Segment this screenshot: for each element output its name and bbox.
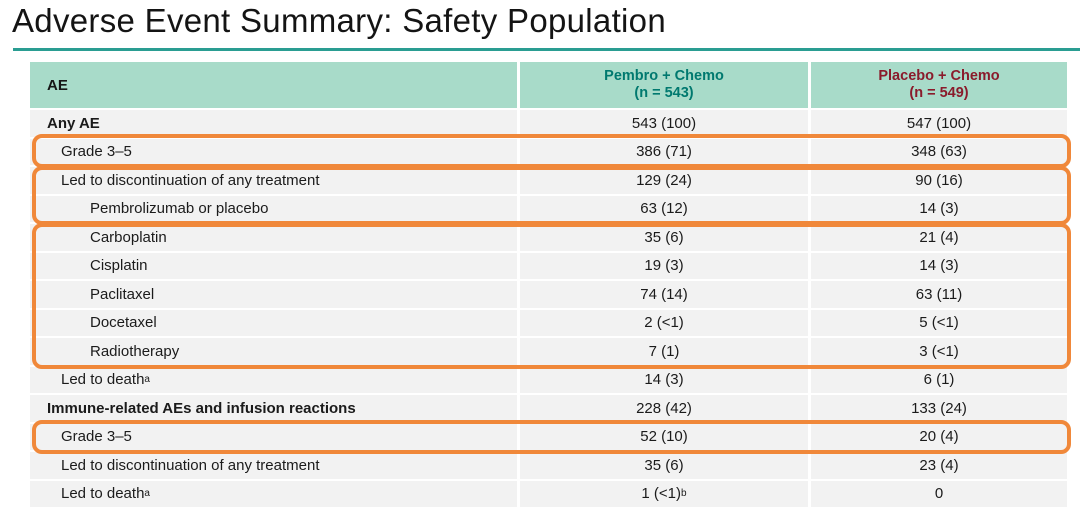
placebo-value: 0: [811, 480, 1067, 507]
table-row: Immune-related AEs and infusion reaction…: [30, 395, 1067, 422]
pembro-value: 35 (6): [520, 224, 808, 251]
pembro-value: 74 (14): [520, 281, 808, 308]
pembro-value: 14 (3): [520, 366, 808, 393]
pembro-value: 63 (12): [520, 195, 808, 222]
table-row: Pembrolizumab or placebo 63 (12) 14 (3): [30, 195, 1067, 222]
table-row: Paclitaxel 74 (14) 63 (11): [30, 281, 1067, 308]
table-row: Radiotherapy 7 (1) 3 (<1): [30, 338, 1067, 365]
adverse-event-table: AE Pembro + Chemo (n = 543) Placebo + Ch…: [30, 62, 1067, 507]
placebo-value: 5 (<1): [811, 309, 1067, 336]
ae-label: Grade 3–5: [30, 138, 517, 165]
ae-label: Cisplatin: [30, 252, 517, 279]
table-row: Led to death a 14 (3) 6 (1): [30, 366, 1067, 393]
pembro-value: 386 (71): [520, 138, 808, 165]
pembro-value: 52 (10): [520, 423, 808, 450]
pembro-value: 129 (24): [520, 167, 808, 194]
placebo-value: 547 (100): [811, 110, 1067, 137]
placebo-value: 3 (<1): [811, 338, 1067, 365]
table-row: Grade 3–5 386 (71) 348 (63): [30, 138, 1067, 165]
table-header-row: AE Pembro + Chemo (n = 543) Placebo + Ch…: [30, 62, 1067, 108]
ae-label: Docetaxel: [30, 309, 517, 336]
placebo-value: 133 (24): [811, 395, 1067, 422]
table-row: Carboplatin 35 (6) 21 (4): [30, 224, 1067, 251]
ae-label: Radiotherapy: [30, 338, 517, 365]
ae-label: Immune-related AEs and infusion reaction…: [30, 395, 517, 422]
placebo-value: 14 (3): [811, 252, 1067, 279]
pembro-value: 543 (100): [520, 110, 808, 137]
pembro-value: 7 (1): [520, 338, 808, 365]
table-row: Led to discontinuation of any treatment …: [30, 167, 1067, 194]
placebo-header-line1: Placebo + Chemo: [878, 68, 1000, 84]
placebo-value: 63 (11): [811, 281, 1067, 308]
ae-label: Grade 3–5: [30, 423, 517, 450]
pembro-value: 35 (6): [520, 452, 808, 479]
table-row: Any AE 543 (100) 547 (100): [30, 110, 1067, 137]
col-header-pembro: Pembro + Chemo (n = 543): [520, 62, 808, 108]
table-row: Led to discontinuation of any treatment …: [30, 452, 1067, 479]
placebo-value: 23 (4): [811, 452, 1067, 479]
placebo-value: 90 (16): [811, 167, 1067, 194]
ae-label: Any AE: [30, 110, 517, 137]
table-row: Led to death a 1 (<1) b 0: [30, 480, 1067, 507]
table-row: Docetaxel 2 (<1) 5 (<1): [30, 309, 1067, 336]
table-row: Grade 3–5 52 (10) 20 (4): [30, 423, 1067, 450]
ae-label: Pembrolizumab or placebo: [30, 195, 517, 222]
ae-label: Carboplatin: [30, 224, 517, 251]
ae-label: Led to death a: [30, 480, 517, 507]
col-header-ae: AE: [30, 62, 517, 108]
pembro-header-line2: (n = 543): [634, 85, 694, 101]
pembro-header-line1: Pembro + Chemo: [604, 68, 724, 84]
placebo-value: 14 (3): [811, 195, 1067, 222]
table-row: Cisplatin 19 (3) 14 (3): [30, 252, 1067, 279]
placebo-header-line2: (n = 549): [909, 85, 969, 101]
pembro-value: 228 (42): [520, 395, 808, 422]
slide-title: Adverse Event Summary: Safety Population: [12, 2, 666, 39]
ae-label: Paclitaxel: [30, 281, 517, 308]
placebo-value: 20 (4): [811, 423, 1067, 450]
ae-label: Led to discontinuation of any treatment: [30, 167, 517, 194]
pembro-value: 1 (<1) b: [520, 480, 808, 507]
ae-label: Led to death a: [30, 366, 517, 393]
placebo-value: 348 (63): [811, 138, 1067, 165]
placebo-value: 6 (1): [811, 366, 1067, 393]
pembro-value: 19 (3): [520, 252, 808, 279]
title-rule: [13, 48, 1080, 51]
pembro-value: 2 (<1): [520, 309, 808, 336]
ae-label: Led to discontinuation of any treatment: [30, 452, 517, 479]
placebo-value: 21 (4): [811, 224, 1067, 251]
col-header-ae-label: AE: [47, 76, 68, 94]
col-header-placebo: Placebo + Chemo (n = 549): [811, 62, 1067, 108]
